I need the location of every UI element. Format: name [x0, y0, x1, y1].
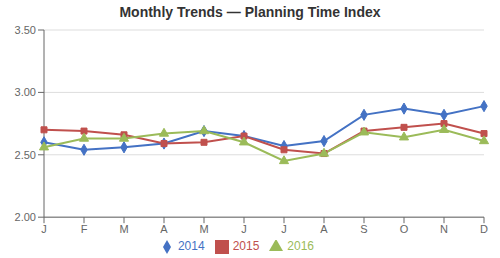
svg-text:3.00: 3.00	[15, 86, 36, 98]
svg-text:J: J	[281, 223, 287, 235]
svg-text:2.50: 2.50	[15, 149, 36, 161]
svg-text:F: F	[81, 223, 88, 235]
html-text:2015: 2015	[232, 239, 260, 254]
svg-text:J: J	[241, 223, 247, 235]
svg-text:N: N	[440, 223, 448, 235]
html-text:2016: 2016	[287, 239, 314, 254]
svg-text:A: A	[320, 223, 328, 235]
html-text:2014: 2014	[177, 239, 205, 254]
html-text:Monthly Trends — Planning Time: Monthly Trends — Planning Time Index	[119, 4, 381, 20]
svg-text:2.00: 2.00	[15, 211, 36, 223]
svg-text:D: D	[480, 223, 488, 235]
svg-text:S: S	[360, 223, 367, 235]
svg-text:M: M	[119, 223, 128, 235]
svg-text:J: J	[41, 223, 47, 235]
svg-text:3.50: 3.50	[15, 24, 36, 36]
svg-text:O: O	[400, 223, 409, 235]
svg-text:A: A	[160, 223, 168, 235]
svg-text:M: M	[199, 223, 208, 235]
